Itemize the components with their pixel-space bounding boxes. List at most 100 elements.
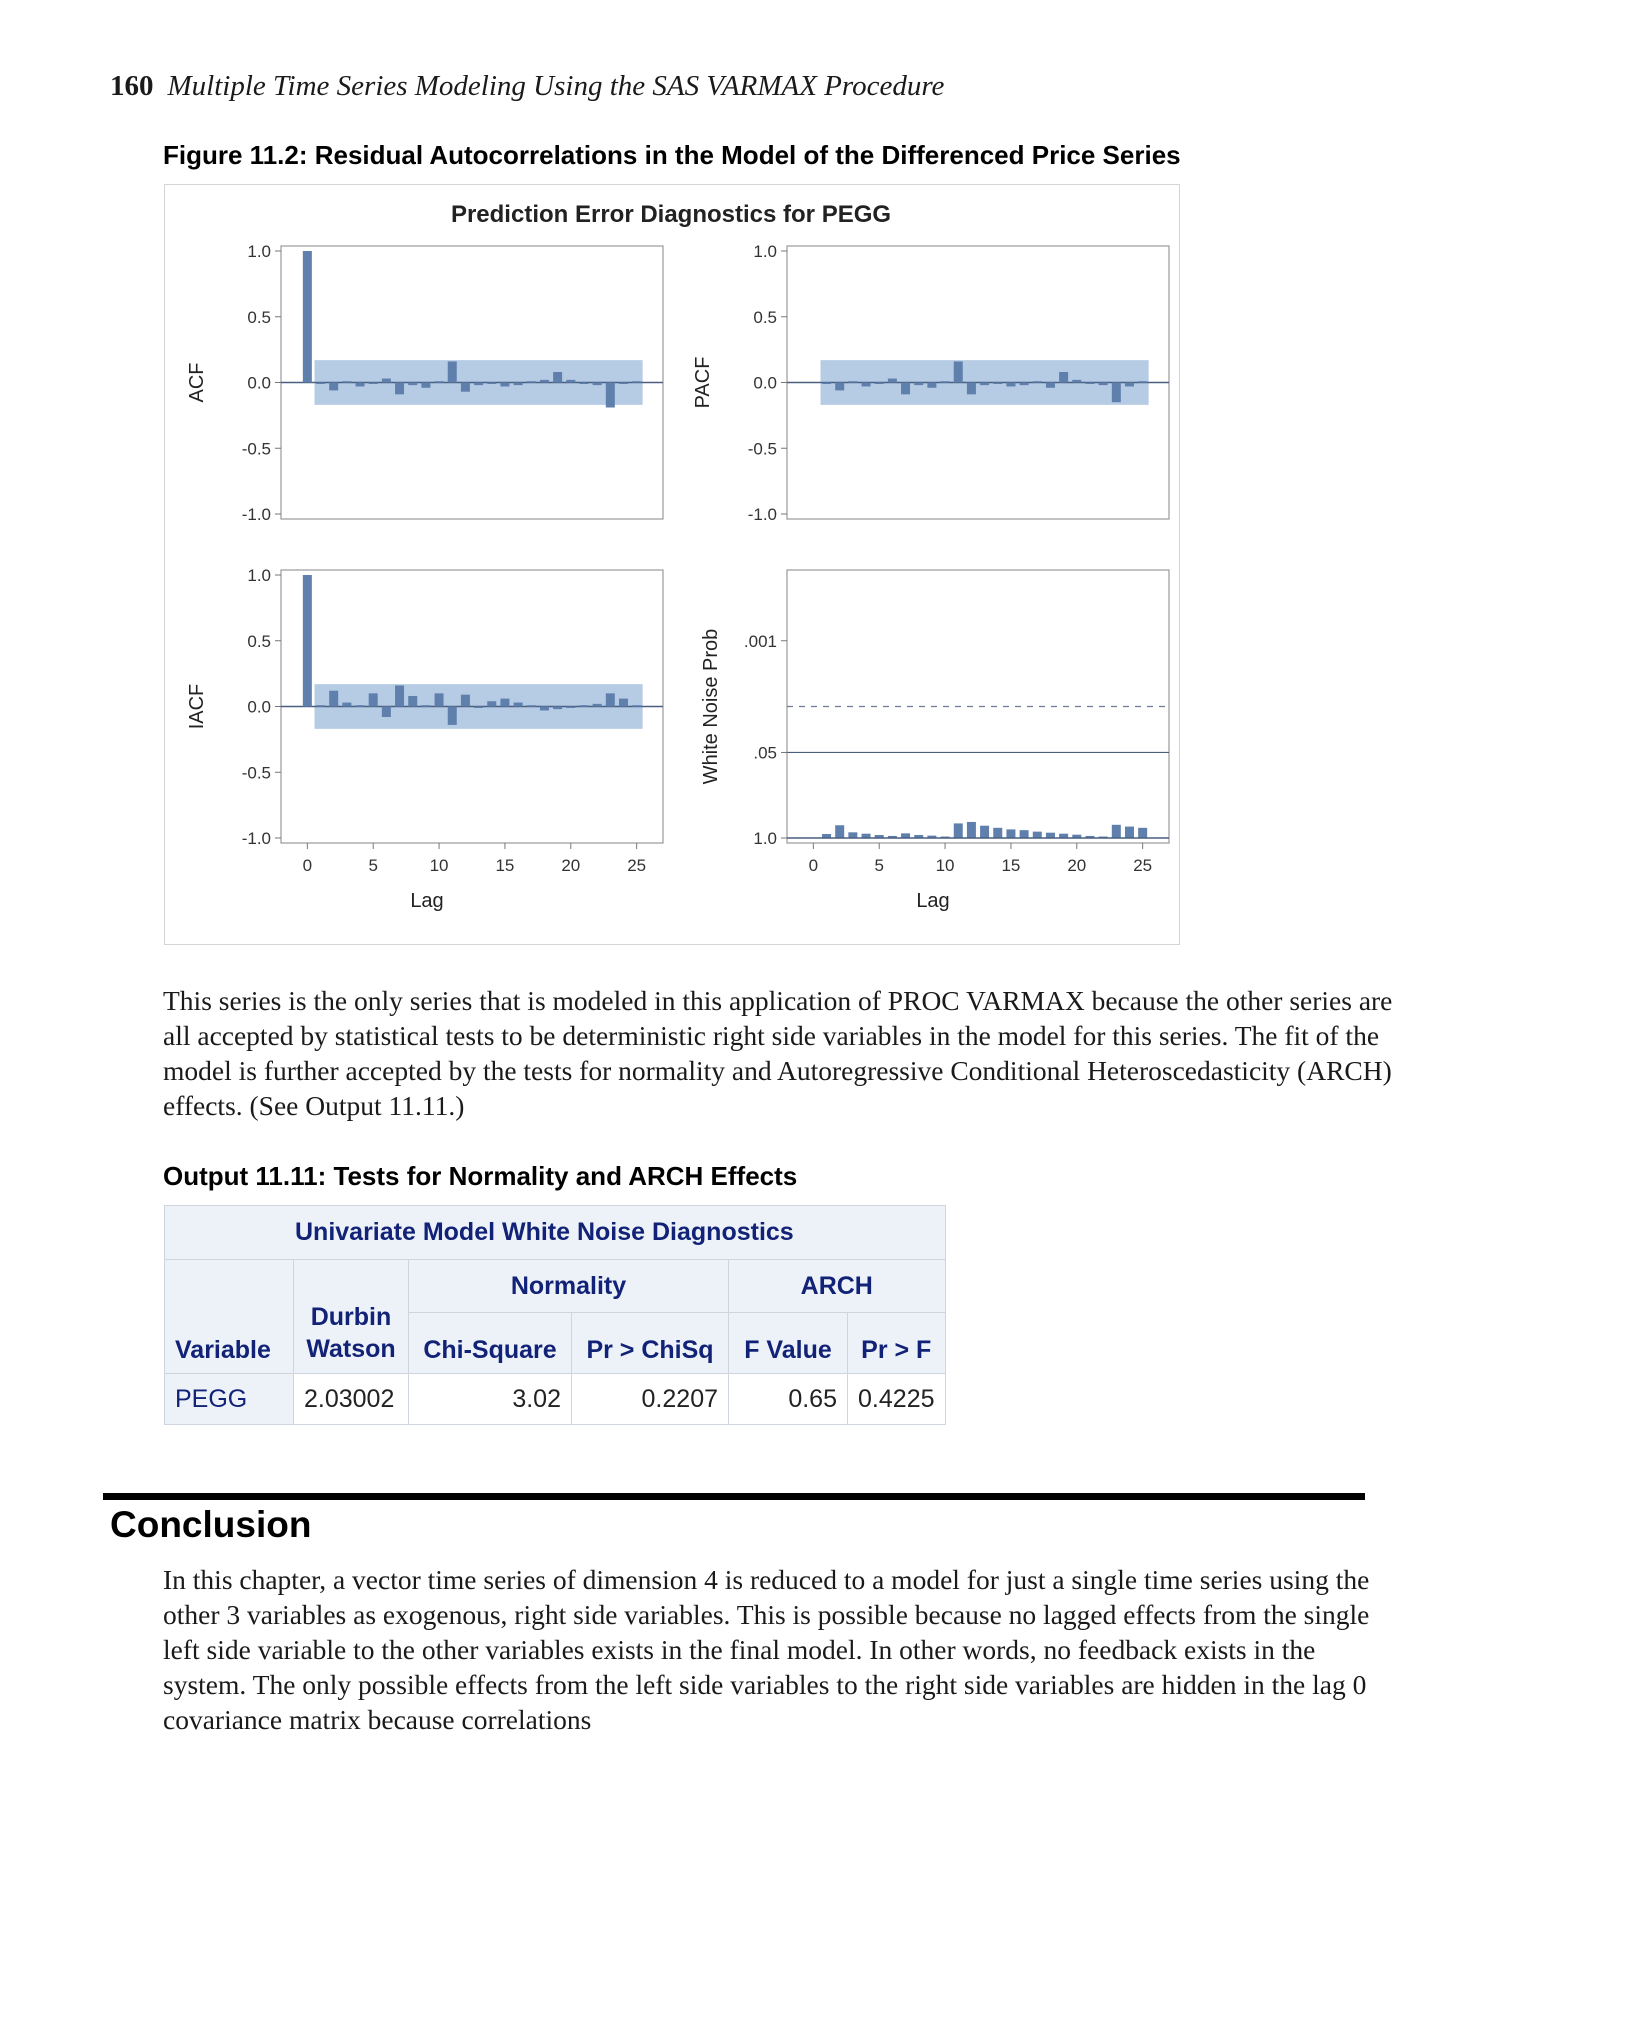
y-tick-label: 1.0 <box>247 566 271 585</box>
bar-lag-3 <box>848 381 858 383</box>
y-tick-label: .001 <box>744 632 777 651</box>
bar-lag-8 <box>914 834 924 838</box>
bar-lag-25 <box>632 705 642 707</box>
durbin-label: Durbin <box>310 1303 392 1331</box>
bar-lag-18 <box>1045 382 1055 388</box>
y-tick-label: -1.0 <box>242 505 271 524</box>
bar-lag-19 <box>553 371 563 383</box>
white-noise-diagnostics-table: Univariate Model White Noise Diagnostics… <box>164 1205 946 1425</box>
bar-lag-20 <box>566 379 576 383</box>
bar-lag-7 <box>395 382 405 395</box>
page-number: 160 <box>110 70 154 102</box>
x-tick-label: 10 <box>936 856 955 875</box>
section-heading: Conclusion <box>110 1504 312 1545</box>
col-header-durbin-watson: Durbin Watson <box>293 1259 409 1374</box>
plot-white-noise-prob: .001 .05 1.0 White Noise Prob 0 5 10 15 20 25 Lag <box>700 569 1170 912</box>
bar-lag-6 <box>887 835 897 838</box>
bar-lag-11 <box>447 361 457 383</box>
y-tick-label: 0.0 <box>247 374 271 393</box>
cell-variable: PEGG <box>164 1373 294 1425</box>
y-tick-label: -0.5 <box>748 439 777 458</box>
bar-lag-5 <box>874 382 884 384</box>
bar-lag-23 <box>1111 382 1121 403</box>
x-tick-label: 0 <box>303 856 312 875</box>
bar-lag-8 <box>408 695 418 707</box>
bar-lag-19 <box>1059 371 1069 383</box>
plot-iacf: 1.0 0.5 0.0 -0.5 -1.0 IACF 0 5 10 15 20 25 Lag <box>186 566 664 912</box>
bar-lag-19 <box>1059 833 1069 838</box>
bar-lag-17 <box>526 705 536 707</box>
y-tick-label: 0.0 <box>247 698 271 717</box>
bar-lag-11 <box>953 823 963 838</box>
bar-lag-17 <box>526 381 536 383</box>
bar-lag-2 <box>835 825 845 838</box>
bar-lag-2 <box>329 382 339 391</box>
bar-lag-10 <box>434 693 444 707</box>
running-title: Multiple Time Series Modeling Using the … <box>167 70 945 102</box>
bar-lag-18 <box>539 706 549 711</box>
bar-lag-4 <box>355 382 365 387</box>
bar-lag-15 <box>500 382 510 387</box>
col-header-pr-f: Pr > F <box>847 1312 946 1374</box>
y-tick-label: -0.5 <box>242 439 271 458</box>
bar-lag-24 <box>1124 382 1134 387</box>
cell-pr-chisq: 0.2207 <box>571 1373 729 1425</box>
bar-lag-15 <box>1006 382 1016 387</box>
bar-lag-12 <box>966 821 976 838</box>
col-header-chi-square: Chi-Square <box>408 1312 572 1374</box>
y-axis-label: PACF <box>692 357 714 409</box>
bar-lag-18 <box>1045 832 1055 838</box>
x-axis-label: Lag <box>410 890 443 912</box>
y-axis-label: White Noise Prob <box>700 629 722 785</box>
bar-lag-21 <box>579 705 589 707</box>
bar-lag-25 <box>1138 827 1148 838</box>
y-tick-label: .05 <box>753 743 777 762</box>
y-tick-label: 1.0 <box>247 242 271 261</box>
bar-lag-20 <box>1072 379 1082 383</box>
bar-lag-1 <box>822 834 832 838</box>
bar-lag-0 <box>302 251 312 383</box>
bar-lag-9 <box>927 382 937 388</box>
bar-lag-3 <box>342 381 352 383</box>
x-tick-label: 25 <box>627 856 646 875</box>
bar-lag-20 <box>1072 834 1082 838</box>
bar-lag-18 <box>539 379 549 383</box>
y-tick-label: 0.0 <box>753 374 777 393</box>
bar-lag-5 <box>368 693 378 707</box>
bar-lag-1 <box>316 382 326 384</box>
x-tick-label: 0 <box>809 856 818 875</box>
bar-lag-12 <box>966 382 976 395</box>
bar-lag-17 <box>1032 381 1042 383</box>
col-header-variable: Variable <box>164 1259 294 1374</box>
body-paragraph-2: In this chapter, a vector time series of… <box>163 1564 1370 1735</box>
bar-lag-13 <box>980 382 990 386</box>
watson-label: Watson <box>306 1335 396 1363</box>
y-axis-label: ACF <box>186 363 208 403</box>
bar-lag-7 <box>901 833 911 838</box>
bar-lag-11 <box>447 706 457 725</box>
bar-lag-9 <box>927 835 937 838</box>
bar-lag-10 <box>434 381 444 383</box>
x-tick-label: 15 <box>1001 856 1020 875</box>
bar-lag-10 <box>940 836 950 839</box>
bar-lag-8 <box>914 382 924 386</box>
table-row: PEGG 2.03002 3.02 0.2207 0.65 0.4225 <box>164 1373 946 1425</box>
bar-lag-1 <box>316 705 326 707</box>
bar-lag-17 <box>1032 831 1042 838</box>
bar-lag-6 <box>381 706 391 718</box>
output-caption: Output 11.11: Tests for Normality and AR… <box>163 1161 798 1191</box>
bar-lag-19 <box>553 706 563 710</box>
bar-lag-24 <box>618 698 628 707</box>
y-tick-label: 1.0 <box>753 242 777 261</box>
x-tick-label: 20 <box>1067 856 1086 875</box>
bar-lag-21 <box>1085 382 1095 384</box>
x-tick-label: 5 <box>368 856 377 875</box>
bar-lag-3 <box>342 702 352 707</box>
figure-panel: Prediction Error Diagnostics for PEGG 1.… <box>164 184 1180 945</box>
bar-lag-16 <box>1019 830 1029 838</box>
bar-lag-6 <box>887 378 897 383</box>
bar-lag-11 <box>953 361 963 383</box>
body-paragraph-1: This series is the only series that is m… <box>163 985 1393 1121</box>
bar-lag-23 <box>605 382 615 408</box>
